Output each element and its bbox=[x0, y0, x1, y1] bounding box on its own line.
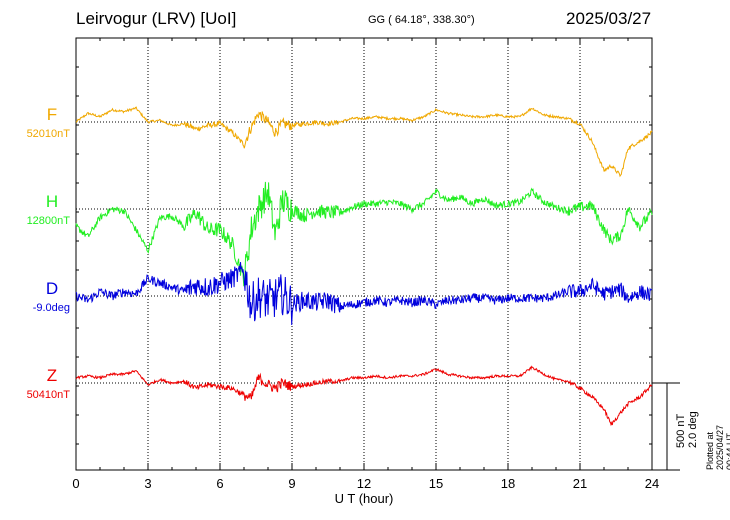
trace-Z bbox=[75, 365, 653, 427]
trace-D bbox=[75, 262, 653, 326]
scale-label-nt: 500 nT bbox=[675, 413, 687, 448]
plot-date: 2025/03/27 bbox=[566, 9, 652, 28]
x-tick-label: 9 bbox=[288, 476, 295, 491]
baseline-label-Z: 50410nT bbox=[27, 389, 71, 401]
x-tick-label: 18 bbox=[501, 476, 515, 491]
x-tick-label: 0 bbox=[72, 476, 79, 491]
baseline-label-F: 52010nT bbox=[27, 128, 71, 140]
x-tick-label: 6 bbox=[216, 476, 223, 491]
plotted-timestamp: Plotted at 2025/04/27 00:44 UT bbox=[705, 424, 730, 470]
component-label-H: H bbox=[46, 192, 58, 211]
station-title: Leirvogur (LRV) [UoI] bbox=[76, 9, 237, 28]
trace-F bbox=[75, 106, 653, 178]
x-axis-title: U T (hour) bbox=[335, 491, 394, 506]
component-label-F: F bbox=[47, 105, 57, 124]
x-tick-label: 12 bbox=[357, 476, 371, 491]
x-tick-label: 15 bbox=[429, 476, 443, 491]
x-tick-label: 24 bbox=[645, 476, 659, 491]
x-tick-label: 3 bbox=[144, 476, 151, 491]
trace-H bbox=[75, 181, 653, 287]
component-label-Z: Z bbox=[47, 366, 57, 385]
geographic-coords: GG ( 64.18°, 338.30°) bbox=[368, 14, 475, 26]
baseline-label-D: -9.0deg bbox=[33, 302, 70, 314]
component-label-D: D bbox=[46, 279, 58, 298]
x-tick-label: 21 bbox=[573, 476, 587, 491]
baseline-label-H: 12800nT bbox=[27, 215, 71, 227]
scale-label-deg: 2.0 deg bbox=[687, 411, 699, 448]
